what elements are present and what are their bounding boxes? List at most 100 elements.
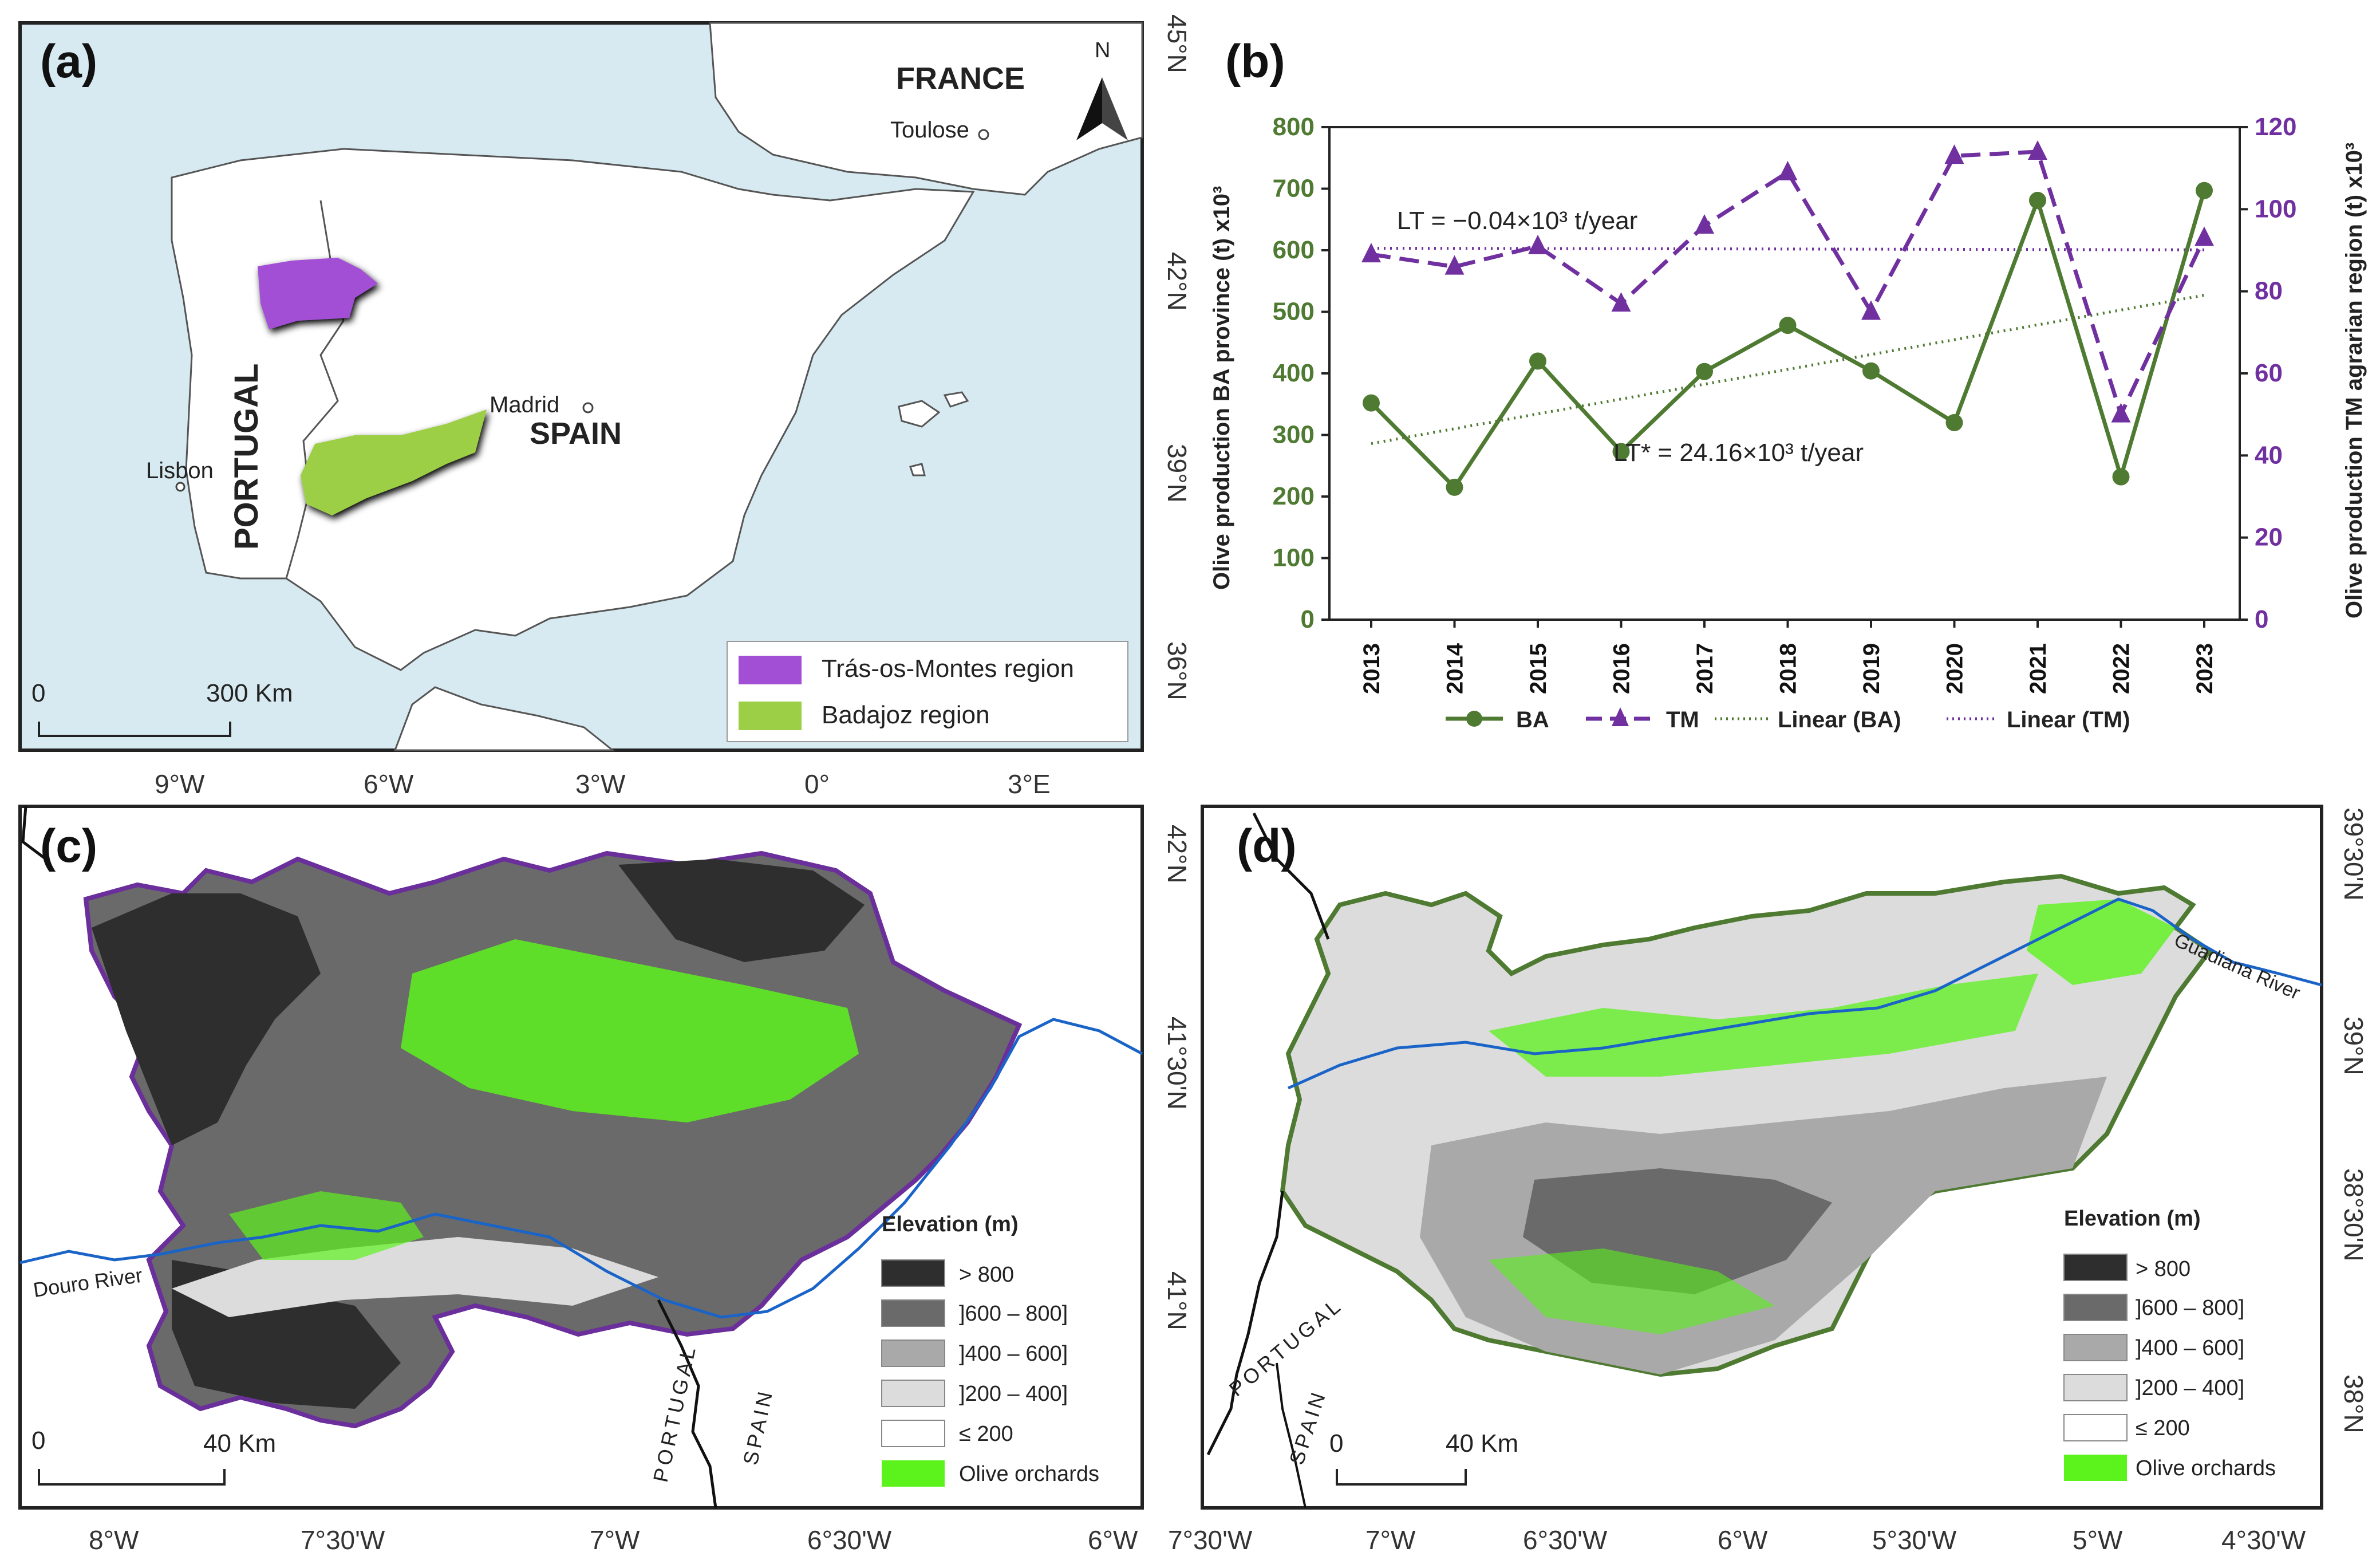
panel-d: (d) Guadiana River PORTUGAL SPAIN 0 40 K… (1168, 805, 2369, 1555)
trend-annotation-ba: LT* = 24.16×10³ t/year (1613, 439, 1864, 467)
lon-tick-c0: 8°W (89, 1525, 139, 1555)
plot-area-b (1328, 126, 2241, 621)
point-ba (2112, 468, 2130, 486)
point-tm (1861, 300, 1881, 320)
border-c (21, 806, 717, 1508)
lat-tick-c2: 41°N (1162, 1271, 1192, 1330)
svg-text:≤ 200: ≤ 200 (959, 1422, 1013, 1446)
y-tick-label-left: 0 (1301, 605, 1315, 633)
lat-tick-a3: 36°N (1162, 641, 1192, 700)
scale-bar-c: 0 40 Km (31, 1427, 276, 1486)
point-tm (1528, 234, 1548, 254)
border-d (1206, 812, 1330, 1456)
douro-river (19, 1018, 1143, 1319)
scale-bar-d: 0 40 Km (1329, 1429, 1518, 1486)
lat-tick-a0: 45°N (1162, 14, 1192, 73)
lat-tick-d0: 39°30'N (2339, 807, 2369, 901)
point-tm (1778, 160, 1798, 180)
legend-a: Trás-os-Montes region Badajoz region (727, 641, 1128, 742)
portugal-label: PORTUGAL (228, 364, 265, 550)
lon-tick-d4: 5°30'W (1872, 1525, 1957, 1555)
y-tick-label-right: 120 (2255, 113, 2296, 141)
lat-tick-d1: 39°N (2339, 1017, 2369, 1076)
france-label: FRANCE (896, 61, 1025, 96)
svg-text:Badajoz region: Badajoz region (822, 701, 990, 729)
svg-text:> 800: > 800 (2136, 1257, 2190, 1281)
point-tm (1444, 255, 1465, 275)
madrid-label: Madrid (490, 392, 559, 417)
toulose-label: Toulose (890, 117, 969, 143)
point-ba (1363, 394, 1380, 412)
trend-line-linear-tm- (1371, 246, 2205, 251)
panel-label-c: (c) (40, 820, 97, 872)
trend-line-linear-ba- (1371, 294, 2205, 446)
svg-text:N: N (1095, 38, 1110, 62)
svg-text:TM: TM (1666, 707, 1699, 732)
badajoz-olive-center (1489, 974, 2038, 1077)
svg-text:Olive orchards: Olive orchards (2136, 1456, 2276, 1480)
y-tick-label-left: 200 (1273, 482, 1315, 510)
badajoz-region (301, 409, 487, 515)
lon-tick-a3: 0° (804, 769, 830, 799)
y-tick-label-left: 800 (1273, 113, 1315, 141)
point-tm (2195, 226, 2214, 246)
point-ba (1696, 363, 1713, 380)
lon-tick-a4: 3°E (1008, 769, 1051, 799)
lon-tick-c1: 7°30'W (301, 1525, 385, 1555)
point-tm (1944, 144, 1964, 164)
svg-text:]600 – 800]: ]600 – 800] (2136, 1296, 2244, 1320)
point-ba (1779, 317, 1797, 334)
x-tick-label: 2017 (1692, 643, 1718, 694)
tm-dark-west (92, 893, 321, 1145)
svg-text:]200 – 400]: ]200 – 400] (2136, 1376, 2244, 1400)
lon-tick-a2: 3°W (575, 769, 626, 799)
x-tick-label: 2021 (2026, 643, 2051, 694)
x-tick-label: 2022 (2109, 643, 2134, 694)
panel-label-a: (a) (40, 36, 97, 88)
y-tick-label-right: 60 (2255, 359, 2283, 387)
lon-tick-c4: 6°W (1088, 1525, 1138, 1555)
lat-tick-a1: 42°N (1162, 252, 1192, 311)
north-arrow-icon: N (1076, 38, 1128, 140)
scale-bar-a: 0 300 Km (31, 679, 293, 737)
lat-tick-d2: 38°30'N (2339, 1168, 2369, 1262)
svg-text:BA: BA (1516, 707, 1549, 732)
svg-text:Olive orchards: Olive orchards (959, 1462, 1099, 1486)
chart-axes: 0 100 200 300 400 500 600 700 800 0 20 40 60 80 100 120… (1273, 113, 2297, 694)
y-tick-label-right: 80 (2255, 277, 2283, 305)
svg-text:≤ 200: ≤ 200 (2136, 1416, 2190, 1440)
x-tick-label: 2019 (1859, 643, 1884, 694)
balearic-islands (898, 391, 969, 476)
point-ba (2196, 182, 2213, 199)
svg-text:Linear (BA): Linear (BA) (1778, 707, 1901, 732)
point-tm (1361, 243, 1381, 263)
y-tick-label-left: 400 (1273, 359, 1315, 387)
lisbon-marker (175, 482, 185, 492)
guadiana-river (1287, 897, 2322, 1090)
panel-label-d: (d) (1237, 820, 1297, 872)
svg-text:> 800: > 800 (959, 1263, 1014, 1287)
svg-text:Trás-os-Montes region: Trás-os-Montes region (822, 655, 1074, 683)
svg-text:40 Km: 40 Km (203, 1429, 276, 1457)
lon-tick-a1: 6°W (364, 769, 414, 799)
x-tick-label: 2018 (1776, 643, 1801, 694)
x-tick-label: 2013 (1359, 643, 1384, 694)
x-tick-label: 2016 (1609, 643, 1635, 694)
svg-text:0: 0 (31, 679, 45, 707)
svg-text:40 Km: 40 Km (1446, 1429, 1518, 1457)
elevation-legend-c: Elevation (m) > 800 ]600 – 800] ]400 – 6… (881, 1212, 1099, 1487)
badajoz-olive-east (2027, 899, 2176, 985)
lon-tick-a0: 9°W (155, 769, 205, 799)
lon-tick-c3: 6°30'W (807, 1525, 892, 1555)
lon-tick-d2: 6°30'W (1523, 1525, 1608, 1555)
y-tick-label-left: 600 (1273, 236, 1315, 264)
y-tick-label-left: 500 (1273, 298, 1315, 326)
trend-annotation-tm: LT = −0.04×10³ t/year (1397, 207, 1637, 235)
lon-tick-d0: 7°30'W (1168, 1525, 1253, 1555)
svg-text:]200 – 400]: ]200 – 400] (959, 1382, 1068, 1406)
svg-text:Linear (TM): Linear (TM) (2007, 707, 2130, 732)
y-axis-label-left: Olive production BA province (t) x10³ (1209, 186, 1234, 590)
lon-tick-d5: 5°W (2073, 1525, 2123, 1555)
panel-a: (a) FRANCE Toulose Madrid SPAIN Lisbon P… (18, 14, 1192, 799)
spain-label: SPAIN (530, 416, 622, 451)
